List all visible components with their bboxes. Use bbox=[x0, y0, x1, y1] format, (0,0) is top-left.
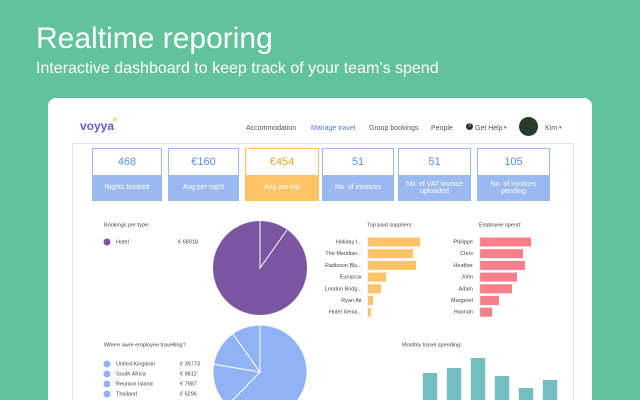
stat-label: No. of VAT invoice uploaded bbox=[399, 175, 470, 200]
bar bbox=[368, 284, 381, 294]
bar bbox=[480, 260, 525, 270]
bar bbox=[480, 284, 512, 294]
stat-card: 51 No. of invoices bbox=[322, 148, 394, 201]
chart-title: Top paid suppliers: bbox=[367, 222, 413, 228]
bar-label: The Meridian... bbox=[325, 251, 362, 257]
stat-card: 51 No. of VAT invoice uploaded bbox=[398, 148, 471, 201]
bar-label: Heather bbox=[453, 263, 473, 269]
avatar[interactable] bbox=[519, 117, 538, 136]
stat-value: €160 bbox=[169, 149, 238, 175]
bar bbox=[368, 272, 386, 282]
chart-title: Where awre employee travelling? bbox=[104, 342, 186, 348]
bar-label: Philippe bbox=[453, 239, 473, 245]
bar-label: Hotel Xenia... bbox=[329, 310, 362, 316]
subheadline: Interactive dashboard to keep track of y… bbox=[36, 60, 439, 77]
legend-label: United Kingdom bbox=[116, 361, 156, 367]
legend-dot bbox=[103, 360, 111, 368]
bar bbox=[480, 296, 499, 305]
stat-card: 468 Nights booked bbox=[92, 148, 162, 201]
chevron: ▾ bbox=[559, 125, 562, 131]
pie-divider bbox=[259, 221, 288, 270]
content-frame bbox=[72, 143, 574, 400]
chevron: ▾ bbox=[504, 125, 507, 131]
legend-label: Hotel bbox=[116, 239, 129, 245]
bar bbox=[518, 388, 534, 400]
stat-label: No. of invoices pending bbox=[478, 175, 549, 200]
bar bbox=[368, 249, 413, 259]
stat-label: Avg per night bbox=[169, 175, 238, 200]
bar bbox=[480, 307, 492, 317]
stat-value: 51 bbox=[323, 149, 393, 175]
stat-label: No. of invoices bbox=[323, 175, 393, 200]
bar-label: Margaret bbox=[451, 298, 473, 304]
legend-label: Reunion Island bbox=[116, 381, 153, 387]
bar-label: Radisson Blu... bbox=[325, 263, 362, 269]
chart-title: Employee spend: bbox=[479, 222, 522, 228]
stat-label: Avg per trip bbox=[246, 175, 318, 200]
help-icon: ? bbox=[466, 123, 473, 130]
bar bbox=[480, 237, 531, 247]
bar-label: Europcar bbox=[340, 275, 362, 281]
stat-label: Nights booked bbox=[93, 175, 161, 200]
bar bbox=[368, 237, 420, 247]
nav-link[interactable]: Manage travel bbox=[311, 125, 356, 132]
stat-card: €160 Avg per night bbox=[168, 148, 239, 201]
nav-link[interactable]: Group bookings bbox=[369, 125, 419, 132]
stat-value: €454 bbox=[246, 149, 318, 175]
help-link[interactable]: Get Help bbox=[475, 125, 503, 132]
logo[interactable]: voyya bbox=[80, 119, 115, 133]
pie-slice bbox=[232, 324, 261, 374]
bar-label: Chris bbox=[460, 251, 473, 257]
bar bbox=[368, 296, 373, 305]
bar bbox=[542, 380, 558, 400]
nav-link[interactable]: Accommodation bbox=[246, 125, 297, 132]
legend-dot bbox=[103, 390, 111, 398]
bar bbox=[368, 307, 371, 317]
bar bbox=[368, 260, 416, 270]
bar-label: London Bridg... bbox=[325, 286, 363, 292]
bar bbox=[480, 249, 523, 259]
legend-label: Thailand bbox=[116, 391, 137, 397]
chart-title: Monthly travel spending: bbox=[402, 342, 462, 348]
bar bbox=[494, 376, 510, 400]
nav-link[interactable]: People bbox=[431, 125, 453, 132]
stat-card: €454 Avg per trip bbox=[245, 148, 319, 201]
bar bbox=[480, 272, 517, 282]
legend-label: South Africa bbox=[116, 371, 147, 377]
logo-mark: ✕ bbox=[112, 117, 118, 124]
chart-title: Bookings per type: bbox=[104, 222, 150, 228]
bar bbox=[470, 358, 486, 400]
bar-label: Hannah bbox=[454, 310, 473, 316]
legend-dot bbox=[103, 380, 111, 388]
bar-label: Ryan Air bbox=[341, 298, 362, 304]
bar bbox=[446, 368, 462, 400]
bar bbox=[422, 373, 438, 400]
navbar: voyya ✕ Accommodation Manage travel Grou… bbox=[48, 113, 592, 143]
legend-value: € 9812 bbox=[180, 371, 197, 377]
stat-value: 468 bbox=[93, 149, 161, 175]
legend-dot bbox=[103, 370, 111, 378]
legend-value: € 68918 bbox=[178, 239, 198, 245]
bar-label: Adam bbox=[459, 286, 474, 292]
bar-label: Holiday I... bbox=[336, 239, 362, 245]
stat-card: 105 No. of invoices pending bbox=[477, 148, 550, 201]
stat-value: 51 bbox=[399, 149, 470, 175]
legend-dot bbox=[103, 238, 111, 246]
legend-value: € 39773 bbox=[180, 361, 200, 367]
headline: Realtime reporing bbox=[36, 22, 273, 55]
legend-value: € 7987 bbox=[180, 381, 197, 387]
user-name[interactable]: Kim bbox=[545, 125, 558, 132]
bar-label: John bbox=[461, 275, 473, 281]
legend-value: € 6296 bbox=[180, 391, 197, 397]
stat-value: 105 bbox=[478, 149, 549, 175]
